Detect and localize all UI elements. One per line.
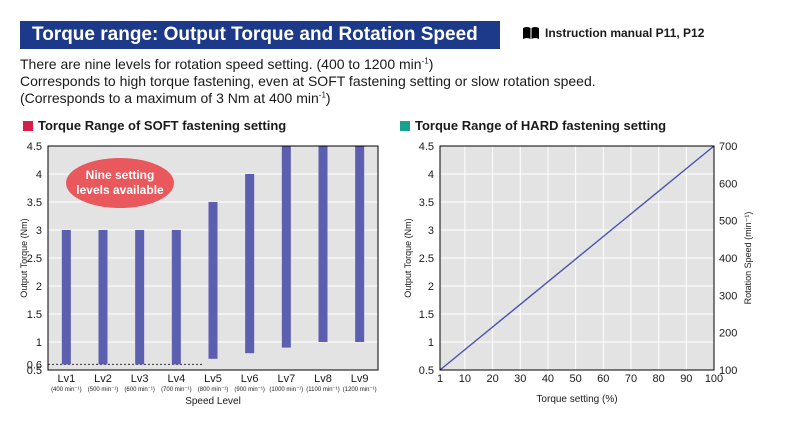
x-tick-label: 70 <box>625 373 637 385</box>
soft-torque-chart: 0.50.6 1 1.5 2 2.5 3 3.5 4 4.5 Lv1 (400 min⁻¹) Lv2 (… <box>19 141 379 407</box>
x-tick-label: Lv8 <box>314 373 332 385</box>
book-icon <box>523 27 539 39</box>
plot-frame <box>47 145 379 371</box>
intro-line-3: (Corresponds to a maximum of 3 Nm at 400… <box>20 90 331 106</box>
y-axis-label: Output Torque (Nm) <box>19 218 29 297</box>
y2-tick-label: 500 <box>719 216 737 228</box>
soft-chart-title: Torque Range of SOFT fastening setting <box>38 118 287 133</box>
x-tick-label: Lv1 <box>57 373 75 385</box>
intro-text: There are nine levels for rotation speed… <box>20 56 596 107</box>
plot-frame <box>439 145 715 371</box>
y2-tick-label: 300 <box>719 290 737 302</box>
torque-range-bar <box>208 202 218 359</box>
square-marker-icon <box>400 120 410 131</box>
y-tick-label: 3 <box>428 225 434 237</box>
x-tick-sublabel: (600 min⁻¹) <box>124 387 155 393</box>
x-tick-label: 20 <box>486 373 498 385</box>
annotation-badge <box>66 158 174 208</box>
manual-reference-label: Instruction manual P11, P12 <box>545 26 705 40</box>
y-tick-label: 0.5 <box>419 365 434 377</box>
torque-range-bar <box>98 230 108 365</box>
square-marker-icon <box>23 120 33 131</box>
y-tick-label: 4 <box>428 169 434 181</box>
x-tick-sublabel: (500 min⁻¹) <box>88 387 119 393</box>
y-tick-label: 3 <box>36 225 42 237</box>
manual-reference[interactable]: Instruction manual P11, P12 <box>522 26 704 40</box>
y-tick-label: 4.5 <box>27 141 42 153</box>
x-tick-sublabel: (700 min⁻¹) <box>161 387 192 393</box>
y-tick-label: 0.5 <box>27 365 42 377</box>
annotation-line-1: Nine setting <box>86 168 155 182</box>
annotation-line-2: levels available <box>76 183 164 197</box>
soft-chart-heading: Torque Range of SOFT fastening setting <box>23 118 286 133</box>
y2-axis-label: Rotation Speed (min⁻¹) <box>743 212 753 305</box>
y2-tick-label: 100 <box>719 365 737 377</box>
y2-tick-label: 600 <box>719 178 737 190</box>
y-tick-label: 1 <box>428 337 434 349</box>
x-axis-label: Torque setting (%) <box>536 394 617 405</box>
x-tick-label: Lv3 <box>131 373 149 385</box>
y2-tick-label: 400 <box>719 253 737 265</box>
y-tick-label: 2.5 <box>27 253 42 265</box>
page-title: Torque range: Output Torque and Rotation… <box>20 21 500 49</box>
torque-range-bar <box>355 146 365 342</box>
x-tick-label: 1 <box>437 373 443 385</box>
hard-chart-heading: Torque Range of HARD fastening setting <box>400 118 666 133</box>
x-axis-label: Speed Level <box>185 396 241 407</box>
y-tick-label: 1.5 <box>27 309 42 321</box>
torque-range-bar <box>318 146 328 342</box>
y-tick-label: 4.5 <box>419 141 434 153</box>
torque-range-bar <box>281 146 291 348</box>
series-line-hard <box>439 145 715 371</box>
x-tick-label: 90 <box>680 373 692 385</box>
x-tick-label: 60 <box>597 373 609 385</box>
y2-tick-label: 700 <box>719 141 737 153</box>
y-tick-label: 1 <box>36 337 42 349</box>
torque-range-bar <box>61 230 71 365</box>
x-tick-sublabel: (400 min⁻¹) <box>51 387 82 393</box>
x-tick-label: 100 <box>705 373 723 385</box>
torque-range-bar <box>245 174 255 354</box>
intro-line-2: Corresponds to high torque fastening, ev… <box>20 73 596 89</box>
y-axis-label: Output Torque (Nm) <box>403 218 413 297</box>
y-tick-label: 2 <box>36 281 42 293</box>
hard-chart-title: Torque Range of HARD fastening setting <box>415 118 667 133</box>
x-tick-label: Lv5 <box>204 373 222 385</box>
y-tick-label: 2 <box>428 281 434 293</box>
x-tick-label: Lv4 <box>167 373 185 385</box>
x-tick-label: Lv7 <box>277 373 295 385</box>
hard-torque-chart: 0.511.522.533.544.51 10 20 30 40 50 60 70 80 90 10… <box>403 141 753 405</box>
y-tick-label: 4 <box>36 169 42 181</box>
x-tick-label: Lv2 <box>94 373 112 385</box>
y-tick-label: 3.5 <box>419 197 434 209</box>
y-tick-label: 3.5 <box>27 197 42 209</box>
x-tick-label: 40 <box>542 373 554 385</box>
x-tick-label: Lv6 <box>241 373 259 385</box>
x-tick-label: Lv9 <box>351 373 369 385</box>
y-tick-label: 1.5 <box>419 309 434 321</box>
x-tick-sublabel: (800 min⁻¹) <box>198 387 229 393</box>
x-tick-label: 50 <box>569 373 581 385</box>
x-tick-label: 10 <box>459 373 471 385</box>
x-tick-sublabel: (1200 min⁻¹) <box>343 387 377 393</box>
x-tick-label: 30 <box>514 373 526 385</box>
x-tick-sublabel: (900 min⁻¹) <box>234 387 265 393</box>
x-tick-sublabel: (1000 min⁻¹) <box>269 387 303 393</box>
y-tick-label: 0.6 <box>27 359 42 371</box>
y2-tick-label: 200 <box>719 328 737 340</box>
x-tick-sublabel: (1100 min⁻¹) <box>306 387 339 393</box>
intro-line-1: There are nine levels for rotation speed… <box>20 56 434 72</box>
x-tick-label: 80 <box>653 373 665 385</box>
torque-range-bar <box>171 230 181 365</box>
y-tick-label: 2.5 <box>419 253 434 265</box>
torque-range-bar <box>135 230 145 365</box>
